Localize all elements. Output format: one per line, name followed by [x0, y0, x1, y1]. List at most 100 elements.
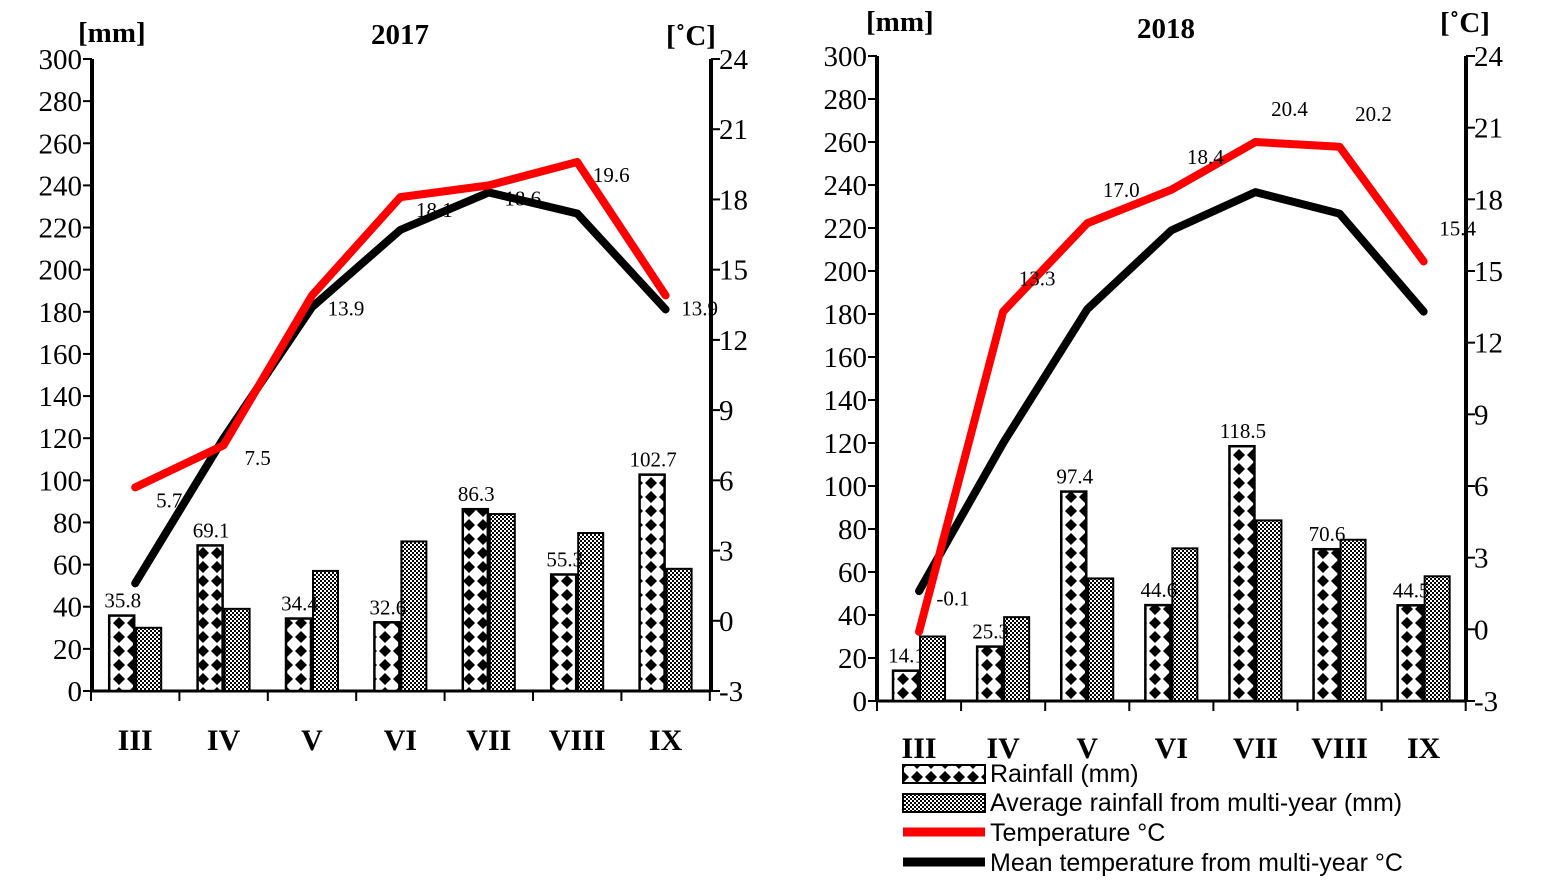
mean-temperature-line	[915, 188, 1428, 596]
average-rainfall-bar	[919, 635, 947, 702]
right-tick-label: -3	[1474, 686, 1498, 718]
left-tick-label: 240	[824, 170, 868, 202]
right-tick-label: 3	[1474, 543, 1489, 575]
right-tick-label: 18	[1474, 184, 1503, 216]
average-rainfall-bar	[665, 567, 693, 693]
left-tick-label: 0	[853, 686, 868, 718]
right-tick-label: 0	[1474, 614, 1489, 646]
right-tick-label: 0	[719, 606, 734, 638]
average-rainfall-bar	[312, 569, 339, 692]
rainfall-bar	[1228, 444, 1256, 703]
left-tick-label: 260	[824, 127, 868, 159]
right-tick-label: 15	[1474, 256, 1503, 288]
category-label: VI	[1155, 732, 1188, 765]
average-rainfall-bar	[488, 513, 516, 692]
temperature-data-label: 18.6	[504, 186, 541, 210]
right-tick-label: 12	[1474, 328, 1503, 360]
category-label: IX	[649, 724, 683, 757]
left-tick-label: 100	[824, 471, 868, 503]
left-tick-label: 260	[39, 128, 83, 160]
temperature-data-label: 13.9	[328, 296, 365, 320]
temperature-data-label: 20.4	[1271, 97, 1308, 121]
rainfall-data-label: 118.5	[1220, 419, 1266, 443]
rainfall-data-label: 34.4	[281, 592, 318, 616]
left-tick-label: 220	[39, 213, 83, 245]
rainfall-bar	[461, 507, 490, 693]
rainfall-data-label: 44.5	[1393, 578, 1430, 602]
left-tick-label: 0	[68, 676, 83, 708]
left-tick-label: 180	[824, 299, 868, 331]
rainfall-bar	[549, 573, 578, 693]
left-tick-label: 200	[824, 256, 868, 288]
average-rainfall-bar	[135, 626, 163, 692]
right-tick-label: -3	[719, 676, 743, 708]
left-tick-label: 160	[39, 339, 83, 371]
category-label: V	[1076, 732, 1098, 765]
right-tick-label: 21	[719, 114, 748, 146]
chart-legend: Rainfall (mm)Average rainfall from multi…	[902, 760, 1403, 877]
average-rainfall-bar	[1087, 577, 1115, 703]
temperature-data-label: 13.9	[681, 296, 718, 320]
rainfall-bar	[891, 669, 920, 703]
left-tick-label: 300	[824, 41, 868, 73]
average-rainfall-bar	[577, 532, 605, 692]
rainfall-bar	[1060, 490, 1088, 703]
temperature-data-label: 7.5	[244, 446, 270, 470]
rainfall-bar	[1312, 547, 1340, 703]
temperature-data-label: 13.3	[1019, 267, 1056, 291]
right-tick-label: 6	[719, 465, 734, 497]
category-label: VIII	[1311, 732, 1368, 765]
temperature-line	[915, 138, 1428, 636]
right-tick-label: 9	[719, 395, 734, 427]
category-label: VII	[466, 724, 511, 757]
category-label: III	[118, 724, 153, 757]
right-axis-unit-label: [˚C]	[1440, 7, 1490, 39]
rainfall-bar	[373, 621, 401, 693]
rainfall-data-label: 97.4	[1056, 465, 1093, 489]
left-tick-label: 80	[53, 507, 82, 539]
rainfall-data-label: 86.3	[458, 482, 495, 506]
right-tick-label: 18	[719, 184, 748, 216]
legend-swatch-average-rainfall	[902, 793, 986, 813]
left-tick-label: 120	[39, 423, 83, 455]
rainfall-data-label: 69.1	[193, 518, 230, 542]
right-tick-label: 3	[719, 536, 734, 568]
rainfall-data-label: 102.7	[629, 448, 676, 472]
temperature-data-label: 18.4	[1187, 145, 1224, 169]
right-tick-label: 24	[1474, 41, 1504, 73]
category-label: III	[902, 732, 937, 765]
rainfall-bar	[638, 473, 666, 693]
temperature-data-label: 15.4	[1439, 216, 1476, 240]
average-rainfall-bar	[1255, 519, 1283, 703]
left-tick-label: 240	[39, 170, 83, 202]
right-tick-label: 9	[1474, 399, 1489, 431]
average-rainfall-bar	[223, 607, 251, 693]
category-label: VI	[384, 724, 417, 757]
average-rainfall-bar	[1339, 538, 1367, 702]
rainfall-bar	[975, 645, 1004, 703]
left-tick-label: 140	[39, 381, 83, 413]
rainfall-bar	[107, 614, 136, 693]
left-axis-unit-label: [mm]	[866, 6, 934, 38]
average-rainfall-bar	[1003, 616, 1031, 703]
rainfall-data-label: 25.3	[972, 620, 1009, 644]
chart-panel-2017: 0204060801001201401601802002202402602803…	[39, 17, 749, 757]
temperature-data-label: -0.1	[936, 587, 969, 611]
left-tick-label: 20	[53, 634, 82, 666]
left-tick-label: 60	[53, 550, 82, 582]
left-tick-label: 180	[39, 297, 83, 329]
left-tick-label: 80	[838, 514, 867, 546]
rainfall-data-label: 14.1	[888, 644, 925, 668]
temperature-line	[131, 157, 670, 492]
legend-label: Temperature °C	[990, 819, 1165, 847]
left-axis-unit-label: [mm]	[78, 17, 146, 49]
left-tick-label: 100	[39, 465, 83, 497]
legend-label: Average rainfall from multi-year (mm)	[990, 789, 1402, 817]
category-label: VII	[1233, 732, 1278, 765]
category-label: IV	[207, 724, 241, 757]
average-rainfall-bar	[400, 540, 428, 693]
average-rainfall-bar	[1171, 547, 1199, 702]
rainfall-data-label: 32.6	[370, 595, 407, 619]
legend-swatch-rainfall	[902, 764, 986, 784]
right-axis-unit-label: [˚C]	[666, 20, 716, 52]
